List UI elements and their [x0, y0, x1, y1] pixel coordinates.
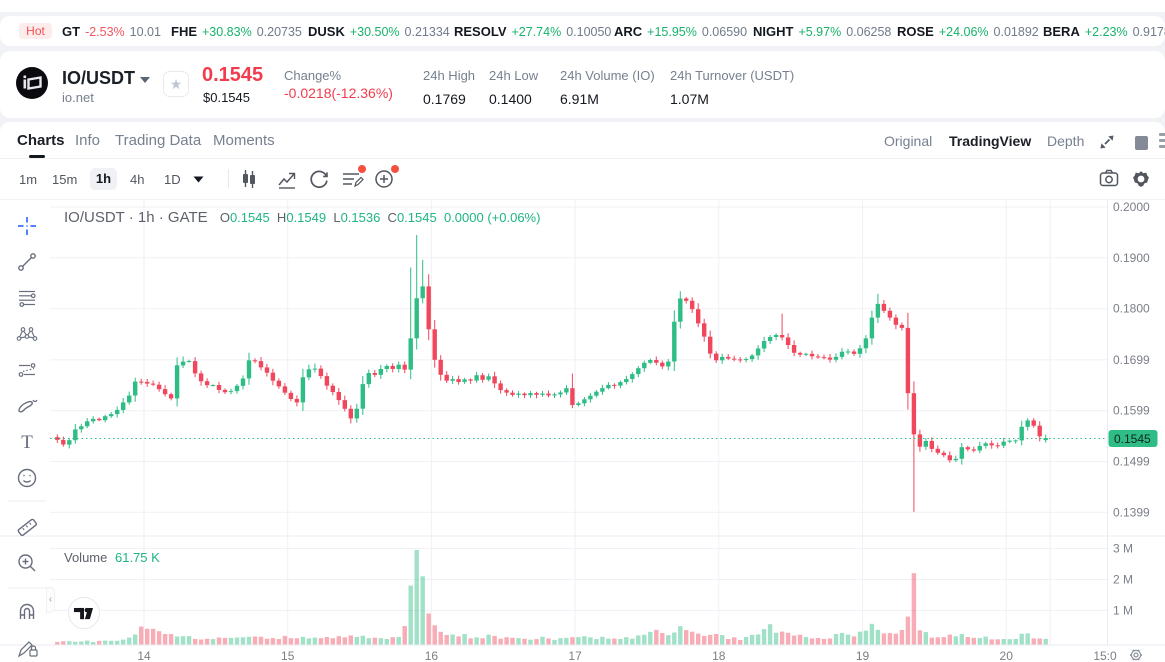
svg-text:18: 18 — [712, 649, 726, 662]
svg-text:0.1399: 0.1399 — [1113, 505, 1150, 519]
svg-text:19: 19 — [856, 649, 870, 662]
svg-text:15:0: 15:0 — [1093, 649, 1117, 662]
svg-text:0.1699: 0.1699 — [1113, 353, 1150, 367]
svg-text:T: T — [21, 432, 33, 453]
svg-text:17: 17 — [568, 649, 582, 662]
svg-text:14: 14 — [137, 649, 151, 662]
svg-text:1 M: 1 M — [1113, 604, 1133, 618]
svg-text:20: 20 — [1000, 649, 1014, 662]
svg-text:3 M: 3 M — [1113, 542, 1133, 556]
svg-text:0.1599: 0.1599 — [1113, 404, 1150, 418]
svg-text:0.2000: 0.2000 — [1113, 200, 1150, 214]
svg-text:2 M: 2 M — [1113, 573, 1133, 587]
svg-text:0.1545: 0.1545 — [1114, 432, 1151, 446]
svg-text:0.1800: 0.1800 — [1113, 302, 1150, 316]
svg-text:0.1900: 0.1900 — [1113, 251, 1150, 265]
svg-text:15: 15 — [281, 649, 295, 662]
svg-text:0.1499: 0.1499 — [1113, 455, 1150, 469]
svg-text:16: 16 — [425, 649, 439, 662]
